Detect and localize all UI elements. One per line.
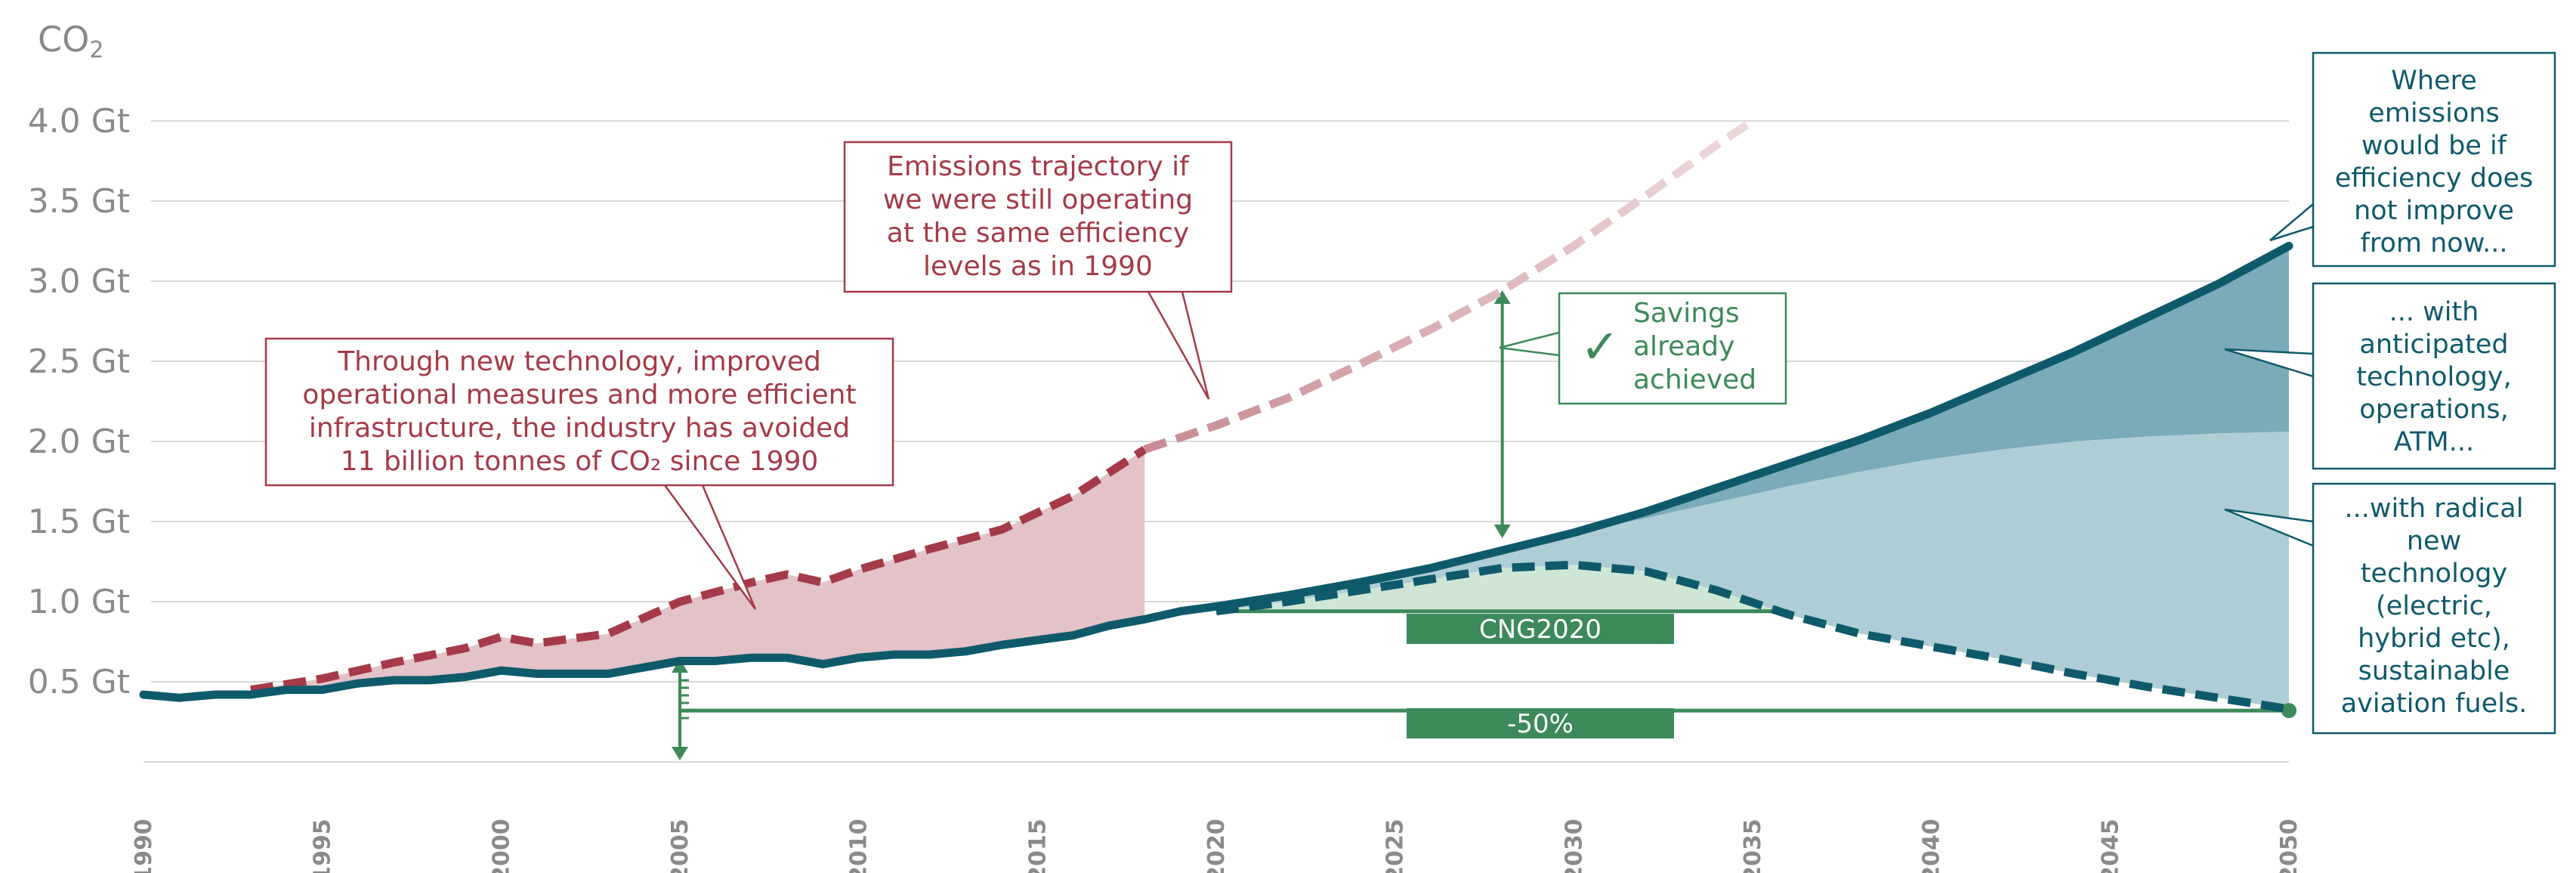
annotation-savings-achieved-box	[1558, 292, 1787, 405]
y-tick-label: 1.5 Gt	[28, 503, 130, 541]
radical-tech-area	[1574, 432, 2289, 710]
x-tick-label: 2020	[1203, 819, 1230, 873]
annotation-savings-1990-line: Through new technology, improved	[337, 346, 821, 377]
cng2020-area	[1216, 565, 1789, 611]
annotation-anticipated-tech-pointer	[2224, 348, 2314, 378]
annotation-anticipated-tech-box	[2312, 282, 2556, 470]
annotation-no-improvement-pointer	[2269, 203, 2314, 242]
halving-label: -50%	[1507, 709, 1574, 739]
x-tick-label: 2045	[2097, 819, 2124, 873]
savings-arrow-head-down	[1493, 525, 1511, 538]
x-tick-label: 1995	[310, 819, 336, 873]
y-tick-label: 0.5 Gt	[28, 663, 130, 701]
x-tick-label: 2010	[846, 819, 873, 873]
anticipated-tech-area	[1574, 246, 2289, 533]
annotation-radical-tech-line: hybrid etc),	[2358, 624, 2510, 654]
annotation-anticipated-tech-line: anticipated	[2359, 330, 2508, 360]
x-tick-label: 2050	[2276, 819, 2303, 873]
annotation-anticipated-tech: ... withanticipatedtechnology,operations…	[2224, 282, 2556, 470]
x-tick-label: 2015	[1024, 819, 1051, 873]
annotation-radical-tech-line: technology	[2361, 559, 2507, 589]
annotation-anticipated-tech-line: operations,	[2359, 395, 2508, 425]
annotation-savings-1990-box	[264, 337, 894, 487]
x-tick-label: 2040	[1919, 819, 1945, 873]
annotation-radical-tech-box	[2312, 482, 2556, 735]
x-tick-label: 1990	[131, 819, 157, 873]
annotation-savings-1990-line: operational measures and more efficient	[302, 379, 856, 410]
annotation-radical-tech-line: ...with radical	[2345, 494, 2524, 524]
y-tick-label: 2.0 Gt	[28, 423, 130, 461]
halving-label-bar	[1407, 708, 1674, 738]
annotation-anticipated-tech-line: technology,	[2356, 362, 2511, 392]
annotation-trajectory-1990-line: at the same efficiency	[887, 218, 1189, 249]
annotation-no-improvement-line: emissions	[2368, 98, 2499, 128]
annotation-no-improvement-line: would be if	[2361, 131, 2507, 161]
series-actual-emissions-line	[139, 241, 2293, 702]
annotation-anticipated-tech-line: ATM...	[2394, 427, 2474, 457]
annotation-savings-achieved-pointer	[1499, 331, 1560, 357]
x-tick-label: 2000	[488, 819, 514, 873]
y-tick-label: 3.5 Gt	[28, 182, 130, 221]
annotation-anticipated-tech-line: ... with	[2389, 297, 2479, 327]
line-layer	[139, 117, 2296, 760]
reference-2005-arrow-head-down	[672, 747, 688, 760]
annotation-no-improvement-line: Where	[2391, 66, 2476, 96]
annotation-no-improvement-line: not improve	[2354, 196, 2514, 226]
annotation-no-improvement-line: efficiency does	[2335, 163, 2534, 193]
cng2020-label-group: CNG2020	[1407, 614, 1674, 645]
savings-area	[251, 449, 1145, 695]
reference-2005-arrow-head-up	[672, 659, 688, 673]
annotation-radical-tech-line: new	[2407, 526, 2461, 556]
halving-target-end-dot	[2281, 703, 2296, 719]
annotation-savings-1990: Through new technology, improvedoperatio…	[264, 337, 894, 610]
annotation-no-improvement-line: from now...	[2361, 228, 2508, 258]
annotation-savings-achieved-line: achieved	[1633, 364, 1756, 395]
annotation-savings-achieved-line: already	[1633, 331, 1734, 362]
y-axis-label: CO2	[38, 19, 103, 63]
annotation-trajectory-1990-line: we were still operating	[883, 184, 1193, 215]
annotation-trajectory-1990-line: Emissions trajectory if	[887, 151, 1190, 182]
annotation-radical-tech-line: aviation fuels.	[2341, 689, 2528, 719]
y-tick-label: 4.0 Gt	[28, 102, 130, 141]
y-tick-label: 2.5 Gt	[28, 342, 130, 381]
annotation-trajectory-1990-pointer	[1147, 291, 1210, 400]
annotation-layer: Through new technology, improvedoperatio…	[264, 51, 2556, 739]
y-tick-label: 3.0 Gt	[28, 262, 130, 301]
annotation-radical-tech: ...with radicalnewtechnology(electric,hy…	[2224, 482, 2556, 735]
annotation-no-improvement-box	[2312, 51, 2556, 268]
check-icon: ✓	[1580, 319, 1620, 374]
x-tick-label: 2005	[667, 819, 693, 873]
annotation-radical-tech-line: (electric,	[2376, 591, 2492, 621]
savings-arrow-head-up	[1493, 290, 1511, 304]
annotation-savings-achieved-line: Savings	[1633, 298, 1740, 329]
annotation-radical-tech-pointer	[2224, 508, 2314, 547]
series-1990-efficiency-line-projection	[1143, 117, 1756, 454]
annotation-trajectory-1990-box	[843, 141, 1233, 293]
series-1990-efficiency-line	[250, 445, 1147, 695]
y-axis-label-sub: 2	[89, 37, 103, 63]
tick-layer: 0.5 Gt 1.0 Gt 1.5 Gt 2.0 Gt 2.5 Gt 3.0 Gt 3.5 …	[28, 102, 2303, 873]
series-radical-tech-line	[1215, 560, 2290, 714]
annotation-savings-1990-line: infrastructure, the industry has avoided	[309, 413, 850, 444]
cng2020-label: CNG2020	[1479, 615, 1602, 645]
annotation-trajectory-1990-line: levels as in 1990	[923, 251, 1153, 282]
y-axis-label-main: CO	[38, 19, 89, 60]
annotation-savings-1990-pointer	[663, 484, 757, 610]
y-tick-label: 1.0 Gt	[28, 583, 130, 621]
annotation-savings-1990-line: 11 billion tonnes of CO₂ since 1990	[341, 446, 819, 477]
x-tick-label: 2030	[1561, 819, 1587, 873]
x-tick-label: 2025	[1382, 819, 1409, 873]
cng2020-label-bar	[1407, 614, 1674, 644]
x-tick-label: 2035	[1740, 819, 1766, 873]
annotation-radical-tech-line: sustainable	[2358, 656, 2510, 686]
halving-label-group: -50%	[1407, 708, 1674, 739]
